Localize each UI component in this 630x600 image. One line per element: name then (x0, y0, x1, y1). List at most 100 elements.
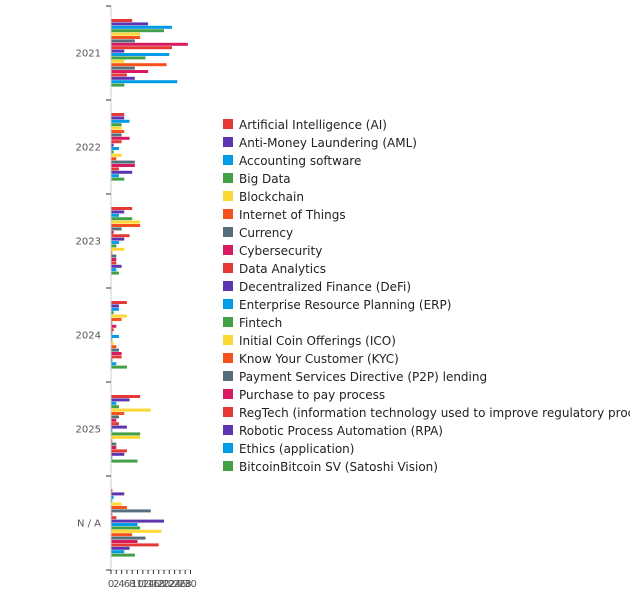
x-tick-label: 10 (131, 579, 144, 590)
bar-4-5 (111, 412, 125, 415)
bar-3-9 (111, 331, 113, 335)
bar-2-19 (111, 271, 119, 275)
legend-label: Currency (239, 226, 293, 240)
bar-3-14 (111, 348, 119, 352)
y-tick-label: N / A (77, 519, 101, 530)
bar-2-3 (111, 217, 133, 221)
legend: Artificial Intelligence (AI) Anti-Money L… (223, 118, 630, 474)
bar-1-2 (111, 119, 130, 123)
legend-label: Big Data (239, 172, 291, 186)
bar-5-16 (111, 543, 159, 547)
bar-2-1 (111, 210, 125, 214)
bar-3-5 (111, 318, 122, 321)
bar-2-13 (111, 251, 113, 255)
bar-4-8 (111, 422, 119, 426)
bar-4-3 (111, 405, 119, 409)
bar-1-19 (111, 177, 125, 181)
bar-4-12 (111, 435, 141, 439)
x-tick-label: 30 (184, 579, 197, 590)
bar-1-1 (111, 116, 125, 120)
bar-4-1 (111, 398, 130, 402)
bar-3-8 (111, 328, 114, 332)
bar-1-18 (111, 174, 119, 178)
bar-4-13 (111, 439, 113, 443)
x-tick-label: 0 (108, 579, 114, 590)
bar-5-10 (111, 523, 138, 526)
bar-5-2 (111, 495, 114, 499)
bar-4-18 (111, 456, 113, 460)
bar-2-4 (111, 220, 141, 224)
bar-1-14 (111, 160, 135, 164)
x-tick-label: 22 (163, 579, 176, 590)
bar-3-13 (111, 345, 117, 349)
bar-2-18 (111, 268, 117, 272)
bar-5-19 (111, 553, 135, 557)
legend-label: Blockchain (239, 190, 304, 204)
bar-0-18 (111, 80, 178, 84)
legend-swatch (223, 443, 233, 453)
legend-label: Initial Coin Offerings (ICO) (239, 334, 396, 348)
bar-3-3 (111, 311, 114, 315)
bar-2-16 (111, 261, 117, 265)
legend-label: Purchase to pay process (239, 388, 385, 402)
bar-2-11 (111, 244, 117, 248)
bar-5-6 (111, 509, 151, 513)
y-tick-label: 2025 (76, 425, 101, 436)
bar-3-19 (111, 365, 127, 369)
bar-0-13 (111, 63, 167, 67)
legend-swatch (223, 155, 233, 165)
legend-label: Anti-Money Laundering (AML) (239, 136, 417, 150)
legend-swatch (223, 227, 233, 237)
bar-2-5 (111, 224, 141, 227)
bar-3-18 (111, 362, 117, 366)
x-tick-label: 28 (179, 579, 192, 590)
bar-0-5 (111, 36, 141, 39)
bar-5-11 (111, 526, 141, 530)
bar-1-4 (111, 126, 122, 130)
bar-4-14 (111, 442, 117, 446)
bar-0-12 (111, 59, 125, 63)
bar-5-8 (111, 516, 117, 520)
legend-label: Ethics (application) (239, 442, 354, 456)
bar-1-15 (111, 164, 135, 167)
legend-swatch (223, 281, 233, 291)
bar-5-0 (111, 489, 113, 492)
bar-4-4 (111, 408, 151, 412)
x-tick-label: 16 (147, 579, 160, 590)
bar-4-6 (111, 415, 119, 419)
bar-1-5 (111, 130, 125, 133)
bar-1-17 (111, 170, 133, 174)
bar-5-3 (111, 499, 113, 503)
bar-3-17 (111, 358, 113, 362)
bar-4-19 (111, 459, 138, 463)
bar-5-17 (111, 546, 130, 550)
bar-2-0 (111, 207, 133, 210)
bar-2-6 (111, 227, 122, 231)
y-tick-label: 2022 (76, 143, 101, 154)
bar-5-18 (111, 550, 125, 554)
bar-3-7 (111, 324, 117, 328)
y-tick-label: 2024 (76, 331, 101, 342)
legend-swatch (223, 317, 233, 327)
legend-swatch (223, 407, 233, 417)
bar-2-8 (111, 234, 130, 238)
legend-swatch (223, 263, 233, 273)
x-tick-label: 2 (113, 579, 119, 590)
bar-5-12 (111, 529, 162, 533)
legend-swatch (223, 137, 233, 147)
bar-1-13 (111, 157, 117, 161)
bar-2-17 (111, 264, 122, 268)
bar-4-10 (111, 429, 113, 432)
legend-swatch (223, 335, 233, 345)
bar-4-0 (111, 395, 141, 398)
bar-4-16 (111, 449, 127, 453)
bar-0-16 (111, 73, 127, 77)
bar-2-7 (111, 230, 114, 234)
legend-label: RegTech (information technology used to … (239, 406, 630, 420)
bar-3-16 (111, 355, 122, 359)
bar-3-11 (111, 338, 113, 342)
legend-swatch (223, 389, 233, 399)
bar-5-7 (111, 512, 113, 516)
bars-layer (111, 19, 188, 557)
